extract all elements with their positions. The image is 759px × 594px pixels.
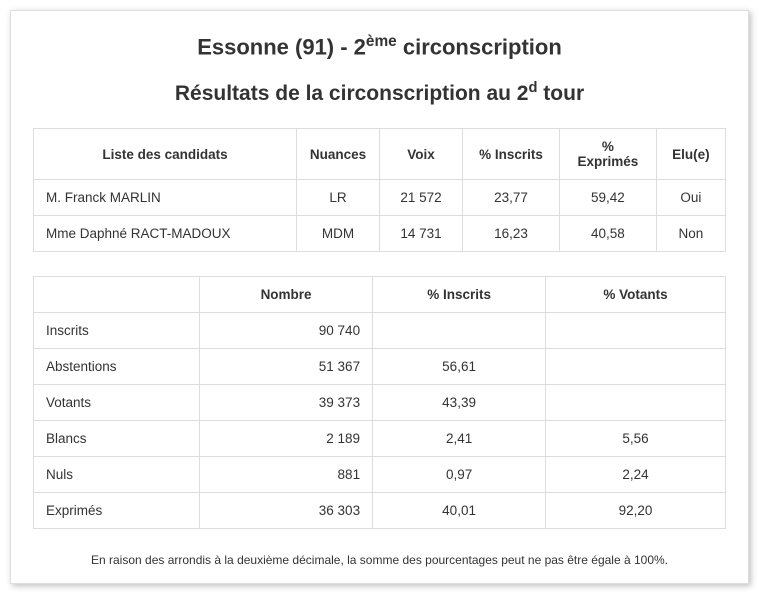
page-title: Essonne (91) - 2ème circonscription bbox=[33, 33, 726, 60]
cell-label: Exprimés bbox=[34, 493, 200, 529]
cell-pct-exprimes: 59,42 bbox=[559, 180, 656, 216]
col-elu: Elu(e) bbox=[656, 129, 725, 180]
cell-pct-inscrits: 56,61 bbox=[373, 349, 546, 385]
cell-voix: 14 731 bbox=[380, 216, 463, 252]
cell-label: Inscrits bbox=[34, 313, 200, 349]
candidates-tbody: M. Franck MARLINLR21 57223,7759,42OuiMme… bbox=[34, 180, 726, 252]
cell-voix: 21 572 bbox=[380, 180, 463, 216]
candidates-table: Liste des candidats Nuances Voix % Inscr… bbox=[33, 128, 726, 252]
cell-nuance: LR bbox=[296, 180, 379, 216]
title-post: circonscription bbox=[397, 34, 562, 59]
cell-pct-votants bbox=[546, 313, 726, 349]
title-pre: Essonne (91) - 2 bbox=[197, 34, 366, 59]
footnote: En raison des arrondis à la deuxième déc… bbox=[33, 553, 726, 567]
cell-pct-exprimes: 40,58 bbox=[559, 216, 656, 252]
cell-pct-votants: 2,24 bbox=[546, 457, 726, 493]
cell-elu: Oui bbox=[656, 180, 725, 216]
table-header-row: Nombre % Inscrits % Votants bbox=[34, 277, 726, 313]
cell-nombre: 881 bbox=[200, 457, 373, 493]
subtitle-post: tour bbox=[537, 82, 584, 105]
cell-nombre: 90 740 bbox=[200, 313, 373, 349]
page-subtitle: Résultats de la circonscription au 2d to… bbox=[33, 80, 726, 106]
table-row: Mme Daphné RACT-MADOUXMDM14 73116,2340,5… bbox=[34, 216, 726, 252]
cell-pct-inscrits: 43,39 bbox=[373, 385, 546, 421]
cell-pct-votants: 92,20 bbox=[546, 493, 726, 529]
cell-nuance: MDM bbox=[296, 216, 379, 252]
cell-name: Mme Daphné RACT-MADOUX bbox=[34, 216, 297, 252]
table-row: M. Franck MARLINLR21 57223,7759,42Oui bbox=[34, 180, 726, 216]
cell-pct-votants bbox=[546, 385, 726, 421]
cell-pct-inscrits: 23,77 bbox=[463, 180, 560, 216]
cell-nombre: 36 303 bbox=[200, 493, 373, 529]
table-row: Votants39 37343,39 bbox=[34, 385, 726, 421]
table-header-row: Liste des candidats Nuances Voix % Inscr… bbox=[34, 129, 726, 180]
cell-label: Votants bbox=[34, 385, 200, 421]
table-row: Nuls8810,972,24 bbox=[34, 457, 726, 493]
cell-label: Blancs bbox=[34, 421, 200, 457]
cell-nombre: 39 373 bbox=[200, 385, 373, 421]
table-row: Exprimés36 30340,0192,20 bbox=[34, 493, 726, 529]
cell-elu: Non bbox=[656, 216, 725, 252]
table-row: Abstentions51 36756,61 bbox=[34, 349, 726, 385]
col-liste: Liste des candidats bbox=[34, 129, 297, 180]
cell-pct-inscrits: 16,23 bbox=[463, 216, 560, 252]
cell-pct-inscrits: 0,97 bbox=[373, 457, 546, 493]
col-nuances: Nuances bbox=[296, 129, 379, 180]
col-pct-exprimes: % Exprimés bbox=[559, 129, 656, 180]
col-pct-inscrits: % Inscrits bbox=[463, 129, 560, 180]
cell-label: Nuls bbox=[34, 457, 200, 493]
table-row: Inscrits90 740 bbox=[34, 313, 726, 349]
cell-pct-votants bbox=[546, 349, 726, 385]
col-label bbox=[34, 277, 200, 313]
col-nombre: Nombre bbox=[200, 277, 373, 313]
cell-name: M. Franck MARLIN bbox=[34, 180, 297, 216]
cell-pct-inscrits: 40,01 bbox=[373, 493, 546, 529]
cell-pct-votants: 5,56 bbox=[546, 421, 726, 457]
cell-nombre: 2 189 bbox=[200, 421, 373, 457]
stats-tbody: Inscrits90 740Abstentions51 36756,61Vota… bbox=[34, 313, 726, 529]
cell-pct-inscrits bbox=[373, 313, 546, 349]
cell-label: Abstentions bbox=[34, 349, 200, 385]
cell-nombre: 51 367 bbox=[200, 349, 373, 385]
subtitle-pre: Résultats de la circonscription au 2 bbox=[175, 82, 529, 105]
col-voix: Voix bbox=[380, 129, 463, 180]
results-card: Essonne (91) - 2ème circonscription Résu… bbox=[10, 10, 749, 584]
cell-pct-inscrits: 2,41 bbox=[373, 421, 546, 457]
col-pct-votants: % Votants bbox=[546, 277, 726, 313]
table-row: Blancs2 1892,415,56 bbox=[34, 421, 726, 457]
title-sup: ème bbox=[366, 33, 397, 50]
stats-table: Nombre % Inscrits % Votants Inscrits90 7… bbox=[33, 276, 726, 529]
col-pct-inscrits: % Inscrits bbox=[373, 277, 546, 313]
